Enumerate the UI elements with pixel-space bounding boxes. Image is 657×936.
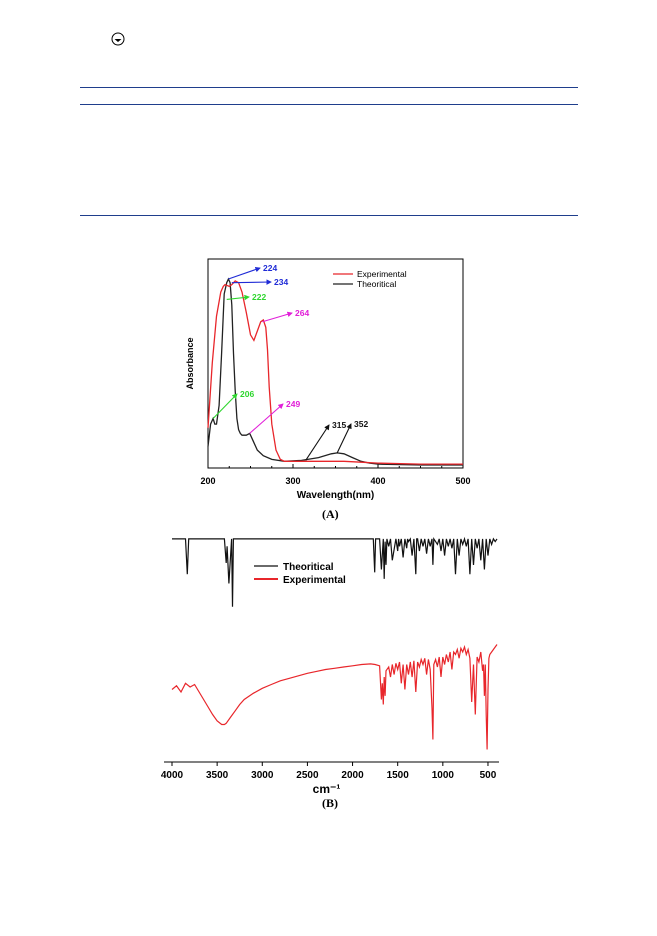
x-tick-label: 1000 [432,770,455,781]
annotation-arrow [212,393,238,419]
plot-frame [207,258,464,469]
x-tick-label: 300 [285,476,300,486]
annotation-label: 206 [240,389,254,399]
x-tick-label: 2000 [341,770,364,781]
x-tick-label: 2500 [296,770,319,781]
x-tick-label: 500 [455,476,470,486]
annotation-arrow [336,423,352,454]
uv-vis-plot [207,258,464,469]
annotation-arrow [305,424,330,461]
annotation-label: 352 [354,419,368,429]
table-bottom-rule [80,215,578,216]
x-tick-label: 1500 [387,770,410,781]
annotation-label: 234 [274,277,288,287]
annotation-label: 249 [286,399,300,409]
annotation-label: 315 [332,420,346,430]
x-tick-label: 200 [200,476,215,486]
annotation-label: 224 [263,263,277,273]
table-top-rule [80,87,578,88]
x-axis-label: cm⁻¹ [313,782,341,796]
annotation-label: 222 [252,292,266,302]
x-tick-label: 400 [370,476,385,486]
circle-dot-icon [111,32,125,46]
series-line-theoritical [172,536,498,607]
table-header-rule [80,104,578,105]
x-tick-label: 3000 [251,770,274,781]
x-tick-label: 500 [480,770,497,781]
series-line-experimental [207,280,463,465]
ftir-plot [164,536,499,766]
x-tick-label: 4000 [161,770,184,781]
annotation-arrow [249,403,284,434]
annotation-arrow [226,294,250,301]
x-tick-label: 3500 [206,770,229,781]
panel-a-label: (A) [322,507,339,521]
legend-label: Experimental [357,269,407,279]
series-line-theoritical [207,277,463,466]
panel-b-label: (B) [322,796,338,810]
y-axis-label: Absorbance [185,337,195,389]
legend-label: Experimental [283,575,346,586]
annotation-arrow [228,266,261,280]
legend-label: Theoritical [357,279,396,289]
annotation-label: 264 [295,308,309,318]
annotation-arrow [262,311,293,323]
series-line-experimental [171,644,498,750]
annotation-arrow [231,279,272,285]
x-axis-label: Wavelength(nm) [297,490,374,501]
legend-label: Theoritical [283,562,334,573]
